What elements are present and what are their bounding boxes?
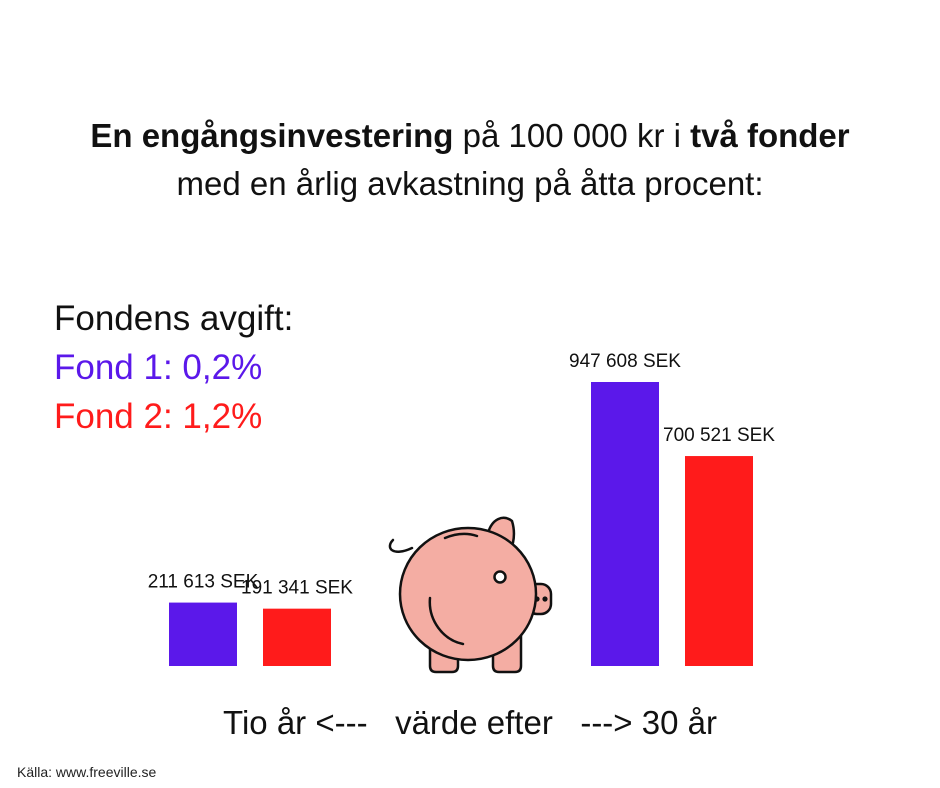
legend-fund-2: Fond 2: 1,2% bbox=[54, 397, 263, 436]
bar-2-2 bbox=[685, 456, 753, 666]
title-line-1: En engångsinvestering på 100 000 kr i tv… bbox=[0, 112, 940, 160]
bar-group: 211 613 SEK 947 608 SEK 191 341 SEK 700 521… bbox=[148, 351, 775, 666]
bar-2-1 bbox=[263, 608, 331, 666]
bar-1-1 bbox=[169, 602, 237, 666]
bar-value-label-1-2: 947 608 SEK bbox=[569, 351, 681, 372]
legend: Fondens avgift: Fond 1: 0,2% Fond 2: 1,2… bbox=[54, 294, 293, 441]
legend-heading: Fondens avgift: bbox=[54, 299, 294, 338]
title-bold-1: En engångsinvestering bbox=[90, 117, 454, 154]
bar-value-label-2-2: 700 521 SEK bbox=[663, 425, 775, 446]
title-text-1: på 100 000 kr i bbox=[453, 117, 691, 154]
source-text: Källa: www.freeville.se bbox=[17, 764, 157, 780]
chart-title: En engångsinvestering på 100 000 kr i tv… bbox=[0, 112, 940, 208]
axis-caption: Tio år <--- värde efter ---> 30 år bbox=[223, 704, 717, 741]
piggy-bank-icon bbox=[388, 516, 553, 674]
legend-fund-1: Fond 1: 0,2% bbox=[54, 348, 263, 387]
bar-value-label-2-1: 191 341 SEK bbox=[241, 578, 353, 599]
title-bold-2: två fonder bbox=[690, 117, 850, 154]
bar-1-2 bbox=[591, 382, 659, 666]
title-line-2: med en årlig avkastning på åtta procent: bbox=[176, 165, 764, 202]
bar-value-label-1-1: 211 613 SEK bbox=[148, 572, 259, 593]
